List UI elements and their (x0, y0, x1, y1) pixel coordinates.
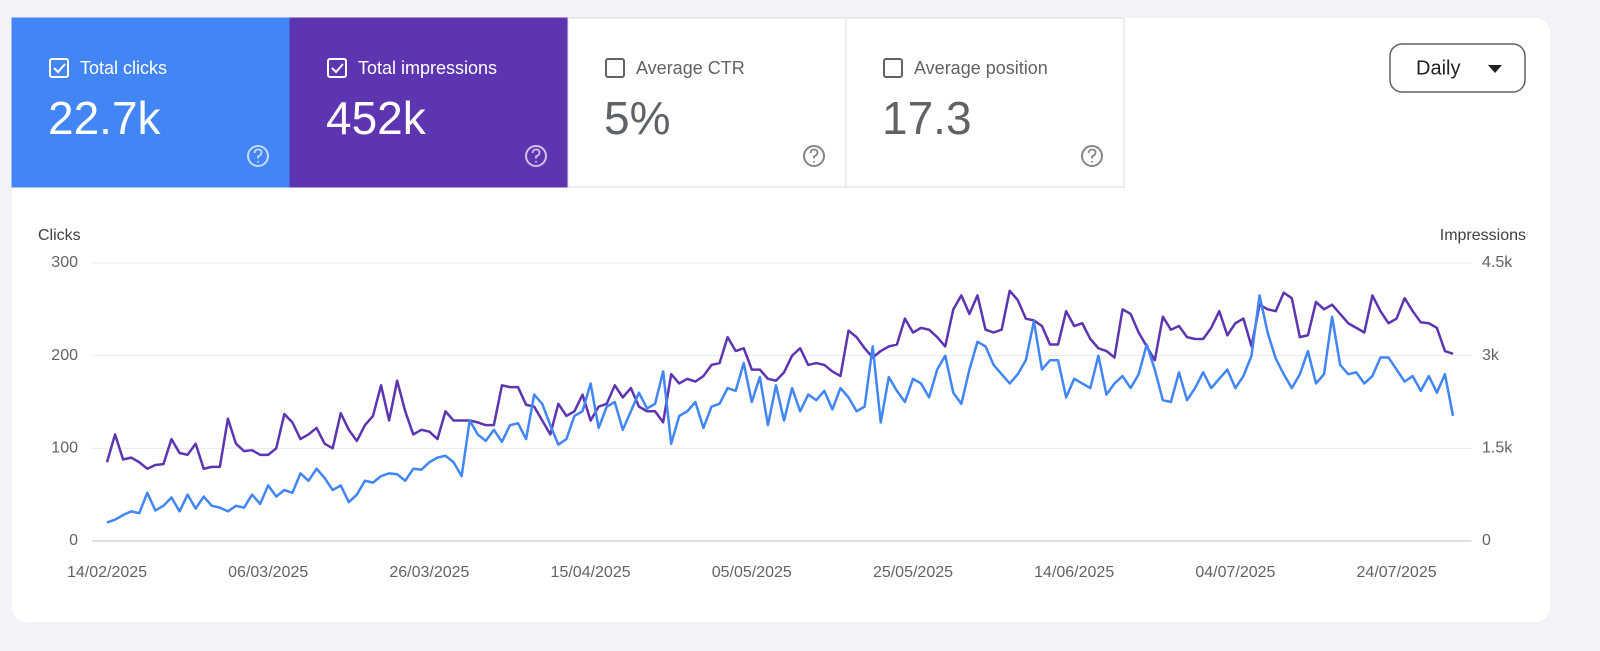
help-icon[interactable] (247, 145, 269, 167)
card-background[interactable] (567, 17, 847, 188)
metric-card[interactable]: Total clicks 22.7k (11, 17, 291, 188)
metric-cards: Total clicks 22.7k Total impressions 452k Av… (11, 17, 1125, 188)
card-value[interactable]: 17.3 (882, 92, 972, 144)
x-tick-label: 26/03/2025 (389, 564, 469, 581)
y-axis-title: Clicks (38, 227, 81, 244)
card-label[interactable]: Total impressions (358, 58, 497, 78)
y-tick-label: 300 (51, 254, 78, 271)
y-tick-label: 200 (51, 347, 78, 364)
series-line (105, 289, 1454, 470)
x-tick-label: 14/06/2025 (1034, 564, 1114, 581)
card-label[interactable]: Average position (914, 58, 1048, 78)
y2-tick-label: 0 (1482, 532, 1491, 549)
y-tick-label: 0 (69, 532, 78, 549)
dropdown-arrow[interactable] (1488, 65, 1502, 73)
x-tick-label: 06/03/2025 (228, 564, 308, 581)
y2-tick-label: 1.5k (1482, 440, 1513, 457)
checkbox[interactable] (605, 58, 625, 78)
x-tick-label: 24/07/2025 (1357, 564, 1437, 581)
x-tick-label: 14/02/2025 (67, 564, 147, 581)
metric-card[interactable]: Total impressions 452k (289, 17, 569, 188)
help-icon-mark[interactable] (809, 148, 819, 163)
metric-card[interactable]: Average position 17.3 (845, 17, 1125, 188)
card-label[interactable]: Average CTR (636, 58, 745, 78)
x-tick-label: 05/05/2025 (712, 564, 792, 581)
card-value[interactable]: 452k (326, 92, 427, 144)
checkmark[interactable] (331, 63, 344, 74)
checkbox[interactable] (327, 58, 347, 78)
checkbox[interactable] (883, 58, 903, 78)
y-tick-label: 100 (51, 440, 78, 457)
y2-tick-label: 3k (1482, 347, 1500, 364)
x-tick-label: 25/05/2025 (873, 564, 953, 581)
y2-axis-title: Impressions (1440, 227, 1526, 244)
checkbox[interactable] (49, 58, 69, 78)
chart: 0 100 200 300 0 1.5k 3k 4.5k 14/02/2025 06/03/202… (51, 254, 1513, 581)
y2-tick-label: 4.5k (1482, 254, 1513, 271)
x-tick-label: 04/07/2025 (1195, 564, 1275, 581)
checkmark[interactable] (53, 63, 66, 74)
help-icon-mark[interactable] (531, 148, 541, 163)
card-value[interactable]: 22.7k (48, 92, 162, 144)
card-value[interactable]: 5% (604, 92, 670, 144)
help-icon-mark[interactable] (253, 148, 263, 163)
card-background[interactable] (289, 17, 569, 188)
card-label[interactable]: Total clicks (80, 58, 167, 78)
card-background[interactable] (845, 17, 1125, 188)
help-icon[interactable] (803, 145, 825, 167)
help-icon[interactable] (525, 145, 547, 167)
dropdown[interactable]: Daily (1389, 43, 1526, 93)
metric-card[interactable]: Average CTR 5% (567, 17, 847, 188)
dropdown-box[interactable] (1389, 43, 1526, 93)
help-icon-mark[interactable] (1087, 148, 1097, 163)
dropdown-label[interactable]: Daily (1416, 57, 1460, 79)
x-tick-label: 15/04/2025 (551, 564, 631, 581)
series-line (106, 294, 1455, 524)
help-icon[interactable] (1081, 145, 1103, 167)
